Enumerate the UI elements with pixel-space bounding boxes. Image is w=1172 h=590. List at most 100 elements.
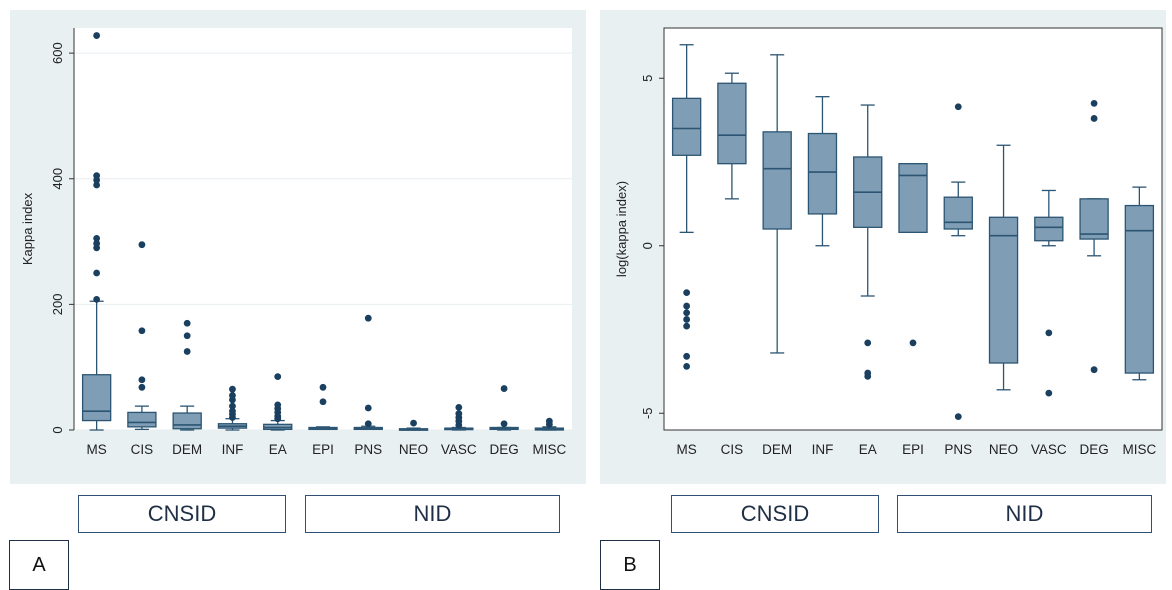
chart-a-xtick-label: MISC	[532, 442, 566, 457]
chart-a-box-deg	[489, 385, 519, 431]
chart-b-xtick-label: NEO	[989, 442, 1018, 457]
chart-b-box-vasc	[1034, 189, 1064, 397]
outlier-point	[93, 269, 101, 277]
chart-b-box-pns	[943, 103, 973, 420]
outlier-point	[229, 407, 236, 415]
box-iqr	[81, 374, 112, 422]
chart-a-box-ms	[81, 32, 112, 431]
chart-a-xtick-label: EA	[269, 442, 287, 457]
chart-a-xtick-label: DEG	[489, 442, 518, 457]
outlier-point	[229, 385, 236, 393]
chart-a-plot-area	[74, 28, 572, 430]
chart-a-xtick-label: EPI	[312, 442, 334, 457]
box-iqr	[943, 196, 973, 230]
panel-b-group-nid: NID	[897, 495, 1152, 533]
chart-b-xtick-label: CIS	[721, 442, 744, 457]
outlier-point	[364, 404, 372, 412]
panel-b-group-cnsid: CNSID	[671, 495, 879, 533]
outlier-point	[274, 401, 282, 409]
chart-a-ytick-label: 400	[50, 168, 65, 190]
panel-b-letter: B	[600, 540, 660, 590]
chart-b-box-ea	[853, 104, 883, 380]
outlier-point	[683, 352, 691, 360]
box-iqr	[717, 82, 747, 165]
outlier-point	[229, 392, 236, 399]
chart-a-box-cis	[127, 241, 157, 431]
chart-b-xtick-label: MISC	[1122, 442, 1156, 457]
chart-a-box-pns	[353, 314, 383, 431]
chart-b-box-dem	[762, 54, 792, 354]
outlier-point	[864, 373, 872, 380]
outlier-point	[683, 362, 691, 370]
panel-b: -5 0 5 log(kappa index) MS CIS DEM INF EA EPI PNS N…	[600, 10, 1166, 484]
chart-b-box-cis	[717, 72, 747, 200]
outlier-point	[319, 383, 327, 391]
outlier-point	[683, 289, 691, 297]
box-iqr	[127, 411, 157, 428]
chart-b-xtick-label: VASC	[1031, 442, 1067, 457]
outlier-point	[1090, 115, 1098, 122]
outlier-point	[183, 332, 191, 340]
outlier-point	[319, 398, 327, 406]
panel-a-group-cnsid: CNSID	[78, 495, 286, 533]
outlier-point	[364, 420, 372, 428]
outlier-point	[683, 322, 691, 330]
chart-b-xtick-label: PNS	[944, 442, 972, 457]
outlier-point	[683, 316, 691, 323]
box-iqr	[1124, 204, 1155, 374]
chart-b-ytick-label: 0	[640, 242, 655, 249]
chart-a-xtick-label: INF	[222, 442, 244, 457]
chart-b-xtick-label: DEG	[1079, 442, 1108, 457]
box-iqr	[671, 97, 702, 156]
outlier-point	[1090, 99, 1098, 107]
chart-b-box-ms	[671, 44, 702, 370]
outlier-point	[93, 240, 101, 247]
outlier-point	[1090, 366, 1098, 374]
box-iqr	[898, 163, 928, 234]
outlier-point	[455, 410, 463, 418]
outlier-point	[909, 339, 917, 347]
chart-a-xtick-label: CIS	[131, 442, 154, 457]
chart-b-xtick-label: MS	[677, 442, 697, 457]
outlier-point	[229, 402, 236, 410]
outlier-point	[954, 103, 962, 111]
chart-a-box-epi	[308, 383, 338, 431]
panel-a-letter: A	[9, 540, 69, 590]
outlier-point	[500, 385, 508, 392]
outlier-point	[138, 376, 146, 384]
outlier-point	[500, 420, 508, 428]
box-iqr	[807, 132, 838, 215]
outlier-point	[93, 32, 101, 39]
chart-b-xtick-label: DEM	[762, 442, 792, 457]
outlier-point	[138, 327, 146, 335]
chart-a-xtick-label: MS	[87, 442, 107, 457]
chart-a-ytick-label: 600	[50, 42, 65, 64]
chart-a-box-misc	[534, 417, 565, 431]
chart-a-svg: 0 200 400 600 Kappa index MS CIS DEM INF EA EPI PNS…	[20, 28, 572, 457]
box-iqr	[172, 412, 202, 430]
outlier-point	[183, 319, 191, 327]
chart-b-box-deg	[1079, 99, 1109, 374]
chart-a-ytick-label: 200	[50, 294, 65, 316]
outlier-point	[683, 302, 691, 310]
outlier-point	[138, 241, 146, 249]
outlier-point	[274, 373, 282, 381]
outlier-point	[1045, 389, 1053, 397]
outlier-point	[545, 417, 553, 425]
chart-a-box-neo	[398, 419, 429, 431]
chart-a-box-dem	[172, 319, 202, 431]
outlier-point	[93, 181, 101, 189]
box-iqr	[1079, 198, 1109, 240]
box-iqr	[988, 216, 1019, 364]
chart-a-box-inf	[217, 385, 248, 431]
outlier-point	[1045, 329, 1053, 337]
chart-a-xtick-label: DEM	[172, 442, 202, 457]
outlier-point	[93, 172, 101, 180]
chart-a-y-label: Kappa index	[20, 192, 35, 265]
outlier-point	[954, 413, 962, 420]
outlier-point	[138, 383, 146, 391]
chart-a-box-ea	[263, 373, 293, 431]
box-iqr	[1034, 216, 1064, 242]
chart-b-ytick-label: -5	[640, 407, 655, 419]
chart-a-ytick-label: 0	[50, 426, 65, 433]
